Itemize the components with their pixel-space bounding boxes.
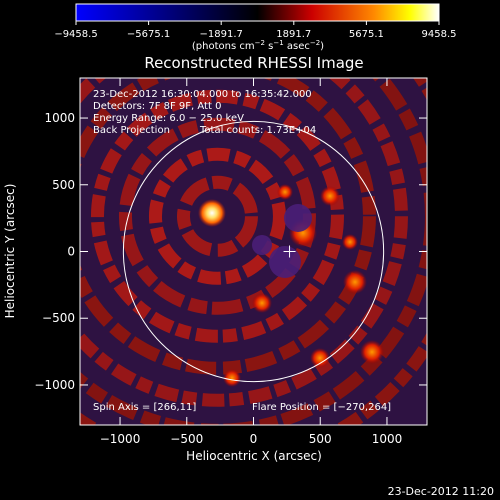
emission-blob	[223, 369, 241, 387]
chart-title: Reconstructed RHESSI Image	[144, 54, 363, 72]
emission-blob	[310, 348, 330, 368]
x-tick-label: 0	[250, 432, 258, 446]
x-tick-label: −1000	[100, 432, 141, 446]
emission-blob	[277, 184, 293, 200]
emission-blob	[360, 340, 384, 364]
x-axis-label: Heliocentric X (arcsec)	[186, 449, 322, 463]
colorbar-tick-label: 1891.7	[276, 29, 311, 40]
emission-ring	[176, 175, 258, 257]
annotation-energy-range: Energy Range: 6.0 − 25.0 keV	[93, 113, 244, 124]
x-tick-label: −500	[170, 432, 203, 446]
center-cross-marker	[283, 245, 296, 258]
colorbar-tick-label: −1891.7	[200, 29, 243, 40]
y-tick-label: −1000	[34, 378, 75, 392]
annotation-time-range: 23-Dec-2012 16:30:04.000 to 16:35:42.000	[93, 89, 312, 100]
emission-blob	[343, 270, 367, 294]
annotation-method: Back Projection	[93, 125, 170, 136]
emission-blob	[252, 293, 272, 313]
emission-dark-lobe	[269, 246, 301, 278]
image-map	[80, 78, 427, 425]
y-tick-label: −500	[42, 311, 75, 325]
emission-ring	[90, 89, 344, 343]
annotation-detectors: Detectors: 7F 8F 9F, Att 0	[93, 101, 221, 112]
y-tick-label: 0	[67, 245, 75, 259]
emission-blob	[342, 234, 358, 250]
x-tick-label: 1000	[372, 432, 403, 446]
emission-dark-lobe	[252, 235, 272, 255]
y-axis-label: Heliocentric Y (arcsec)	[3, 184, 17, 319]
colorbar-gradient	[75, 3, 440, 22]
colorbar-ticks: −9458.5 −5675.1 −1891.7 1891.7 5675.1 9458.5	[54, 21, 457, 40]
y-tick-label: 1000	[44, 111, 75, 125]
annotation-flare-position: Flare Position = [−270,264]	[252, 402, 391, 413]
ring-pattern	[80, 78, 427, 425]
flare-source	[198, 199, 226, 227]
x-tick-label: 500	[309, 432, 332, 446]
emission-blobs	[223, 184, 384, 387]
annotation-spin-axis: Spin Axis = [266,11]	[93, 402, 196, 413]
colorbar-unit-label: (photons cm−2 s−1 asec−2)	[192, 39, 324, 52]
colorbar-tick-label: −9458.5	[54, 29, 97, 40]
emission-ring	[148, 147, 286, 285]
colorbar: −9458.5 −5675.1 −1891.7 1891.7 5675.1 9458.5 …	[54, 3, 457, 52]
emission-dark-lobe	[284, 204, 312, 232]
y-tick-label: 500	[52, 178, 75, 192]
y-axis-ticks: −1000 −500 0 500 1000	[34, 111, 427, 392]
annotation-block: 23-Dec-2012 16:30:04.000 to 16:35:42.000…	[93, 89, 391, 413]
emission-blob	[320, 186, 340, 206]
footer-timestamp: 23-Dec-2012 11:20	[388, 485, 494, 498]
colorbar-tick-label: −5675.1	[127, 29, 170, 40]
x-axis-ticks: −1000 −500 0 500 1000	[100, 78, 402, 446]
colorbar-tick-label: 9458.5	[422, 29, 457, 40]
solar-limb-circle	[122, 120, 385, 383]
emission-ring	[80, 78, 408, 407]
colorbar-tick-label: 5675.1	[349, 29, 384, 40]
annotation-total-counts: Total counts: 1.73E+04	[199, 125, 316, 136]
